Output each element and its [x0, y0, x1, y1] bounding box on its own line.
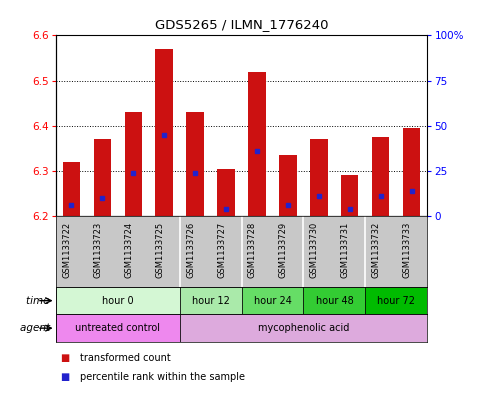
Text: ■: ■	[60, 372, 70, 382]
Text: GSM1133726: GSM1133726	[186, 222, 195, 278]
Text: hour 48: hour 48	[315, 296, 354, 306]
Text: GSM1133727: GSM1133727	[217, 222, 226, 278]
Bar	[217, 169, 235, 216]
Text: hour 24: hour 24	[254, 296, 291, 306]
FancyBboxPatch shape	[56, 314, 180, 342]
Text: GSM1133724: GSM1133724	[124, 222, 133, 278]
Bar	[156, 49, 172, 216]
Text: GSM1133733: GSM1133733	[403, 222, 412, 278]
Text: hour 0: hour 0	[102, 296, 133, 306]
Bar	[311, 140, 327, 216]
FancyBboxPatch shape	[180, 314, 427, 342]
Text: percentile rank within the sample: percentile rank within the sample	[80, 372, 245, 382]
Text: GSM1133731: GSM1133731	[341, 222, 350, 278]
Bar	[62, 162, 80, 216]
Text: untreated control: untreated control	[75, 323, 160, 333]
Text: time: time	[27, 296, 53, 306]
Bar	[94, 140, 111, 216]
Text: ■: ■	[60, 353, 70, 363]
Text: GSM1133722: GSM1133722	[62, 222, 71, 278]
Bar	[248, 72, 266, 216]
FancyBboxPatch shape	[56, 287, 180, 314]
Text: hour 72: hour 72	[377, 296, 415, 306]
Text: mycophenolic acid: mycophenolic acid	[258, 323, 349, 333]
Bar	[341, 176, 358, 216]
Text: GSM1133732: GSM1133732	[372, 222, 381, 278]
Text: hour 12: hour 12	[192, 296, 229, 306]
Bar	[125, 112, 142, 216]
Text: GSM1133723: GSM1133723	[93, 222, 102, 278]
Text: GSM1133729: GSM1133729	[279, 222, 288, 278]
FancyBboxPatch shape	[180, 287, 242, 314]
FancyBboxPatch shape	[242, 287, 303, 314]
Text: GDS5265 / ILMN_1776240: GDS5265 / ILMN_1776240	[155, 18, 328, 31]
Text: transformed count: transformed count	[80, 353, 170, 363]
Bar	[186, 112, 203, 216]
Text: GSM1133725: GSM1133725	[155, 222, 164, 278]
Text: GSM1133730: GSM1133730	[310, 222, 319, 278]
Bar	[372, 137, 389, 216]
FancyBboxPatch shape	[366, 287, 427, 314]
Text: agent: agent	[20, 323, 53, 333]
Text: GSM1133728: GSM1133728	[248, 222, 257, 278]
FancyBboxPatch shape	[303, 287, 366, 314]
Bar	[280, 155, 297, 216]
Bar	[403, 128, 421, 216]
